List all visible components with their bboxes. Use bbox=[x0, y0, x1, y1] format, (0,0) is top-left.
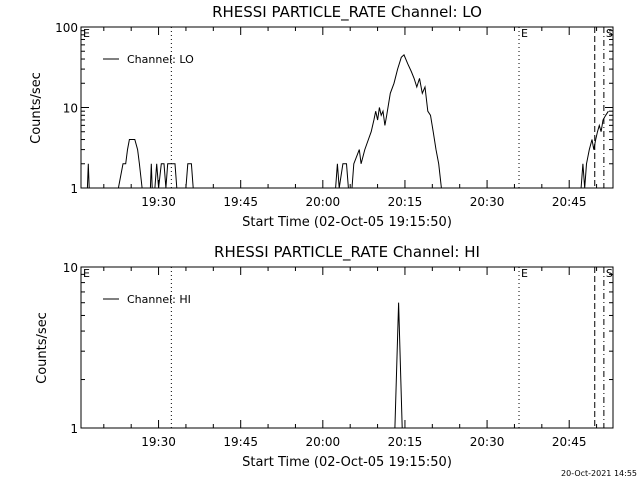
panel-lo-ylabel: Counts/sec bbox=[29, 72, 44, 144]
y-tick-label: 10 bbox=[63, 102, 78, 116]
x-tick-label: 20:45 bbox=[552, 195, 587, 209]
series-segment bbox=[185, 163, 194, 189]
series-segment bbox=[86, 163, 90, 189]
legend-entry-hi: Channel: HI bbox=[127, 293, 191, 306]
x-tick-label: 20:30 bbox=[470, 195, 505, 209]
panel-hi-title: RHESSI PARTICLE_RATE Channel: HI bbox=[214, 243, 480, 262]
y-tick-label: 1 bbox=[70, 182, 78, 196]
panel-hi-ylabel: Counts/sec bbox=[35, 312, 50, 384]
panel-lo-legend: Channel: LO bbox=[103, 53, 194, 66]
series-segment bbox=[394, 302, 403, 429]
marker-label: S bbox=[606, 27, 613, 40]
x-tick-label: 20:30 bbox=[470, 435, 505, 449]
panel-hi-legend: Channel: HI bbox=[103, 293, 191, 306]
x-tick-label: 20:45 bbox=[552, 435, 587, 449]
y-tick-label: 10 bbox=[63, 261, 78, 275]
marker-label: S bbox=[606, 267, 613, 280]
x-tick-label: 19:45 bbox=[223, 195, 258, 209]
panel-hi-y-axis: 1 10 bbox=[63, 261, 613, 436]
panel-hi-xlabel: Start Time (02-Oct-05 19:15:50) bbox=[242, 455, 452, 470]
panel-lo-xlabel: Start Time (02-Oct-05 19:15:50) bbox=[242, 215, 452, 230]
panel-lo-y-axis: 1 10 100 bbox=[55, 21, 613, 196]
marker-label: E bbox=[83, 267, 90, 280]
x-tick-label: 20:00 bbox=[306, 195, 341, 209]
x-tick-label: 20:00 bbox=[306, 435, 341, 449]
panel-hi: RHESSI PARTICLE_RATE Channel: HI Start T… bbox=[35, 243, 614, 470]
panel-lo-x-axis: 19:30 19:45 20:00 20:15 20:30 20:45 bbox=[103, 27, 598, 209]
marker-label: E bbox=[83, 27, 90, 40]
panel-lo-series bbox=[86, 54, 609, 189]
panel-hi-frame bbox=[80, 266, 614, 429]
marker-label: E bbox=[521, 27, 528, 40]
x-tick-label: 19:30 bbox=[141, 435, 176, 449]
panel-hi-x-axis: 19:30 19:45 20:00 20:15 20:30 20:45 bbox=[103, 267, 598, 449]
series-segment bbox=[154, 163, 178, 189]
footer-timestamp: 20-Oct-2021 14:55 bbox=[561, 469, 637, 478]
x-tick-label: 19:30 bbox=[141, 195, 176, 209]
x-tick-label: 19:45 bbox=[223, 435, 258, 449]
series-segment bbox=[580, 110, 609, 189]
series-segment bbox=[117, 139, 143, 189]
series-segment bbox=[351, 54, 442, 189]
x-tick-label: 20:15 bbox=[388, 435, 423, 449]
panel-hi-series bbox=[394, 302, 403, 429]
y-tick-label: 100 bbox=[55, 21, 78, 35]
y-tick-label: 1 bbox=[70, 422, 78, 436]
legend-entry-lo: Channel: LO bbox=[127, 53, 194, 66]
series-segment bbox=[149, 163, 153, 189]
panel-lo-title: RHESSI PARTICLE_RATE Channel: LO bbox=[212, 3, 482, 22]
x-tick-label: 20:15 bbox=[388, 195, 423, 209]
marker-label: E bbox=[521, 267, 528, 280]
series-segment bbox=[335, 163, 349, 189]
panel-lo: RHESSI PARTICLE_RATE Channel: LO Start T… bbox=[29, 3, 614, 230]
